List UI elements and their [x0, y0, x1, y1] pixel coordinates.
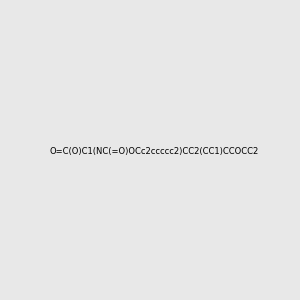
Text: O=C(O)C1(NC(=O)OCc2ccccc2)CC2(CC1)CCOCC2: O=C(O)C1(NC(=O)OCc2ccccc2)CC2(CC1)CCOCC2 [49, 147, 258, 156]
